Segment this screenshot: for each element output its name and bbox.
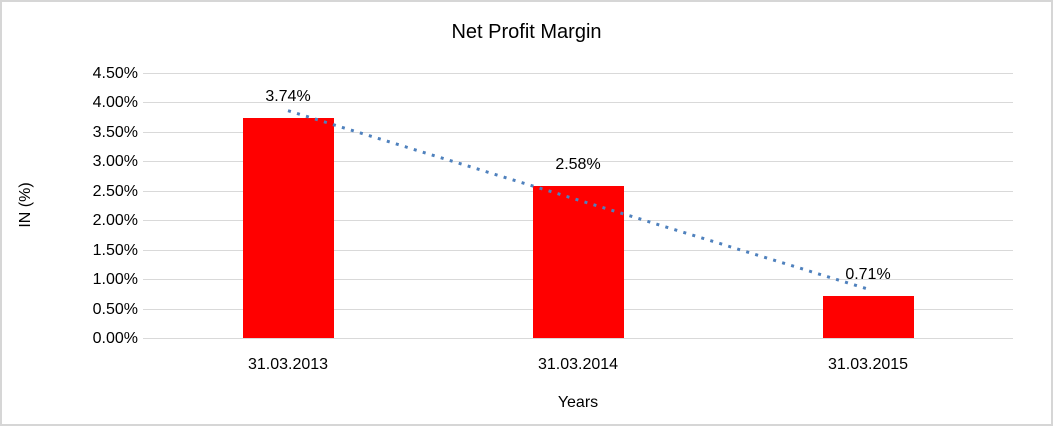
y-tick-label: 2.00% <box>92 212 138 230</box>
trendline-canvas <box>287 109 869 291</box>
gridline <box>143 73 1013 74</box>
gridline <box>143 131 1013 133</box>
y-tick-label: 0.00% <box>92 330 138 347</box>
bar-value-label: 0.71% <box>845 266 891 284</box>
x-category-label: 31.03.2015 <box>827 356 909 373</box>
bar <box>532 186 624 338</box>
gridline <box>143 161 1013 163</box>
x-axis-line <box>143 338 1013 339</box>
y-tick-label: 1.00% <box>92 271 138 289</box>
trendline <box>287 109 869 291</box>
bar <box>822 296 914 338</box>
x-axis-title: Years <box>557 394 599 411</box>
y-tick-label: 1.50% <box>92 241 138 259</box>
chart-title: Net Profit Margin <box>451 21 602 43</box>
x-category-label: 31.03.2014 <box>537 356 619 373</box>
y-tick-label: 3.50% <box>92 123 138 141</box>
y-tick-label: 2.50% <box>92 182 138 200</box>
gridline <box>143 102 1013 104</box>
y-tick-label: 4.50% <box>92 65 138 82</box>
y-axis-title-text: IN (%) <box>17 182 34 228</box>
bar <box>242 117 334 338</box>
y-tick-label: 0.50% <box>92 300 138 318</box>
bar-value-label: 3.74% <box>265 87 311 105</box>
x-category-label: 31.03.2013 <box>247 356 329 373</box>
y-tick-label: 4.00% <box>92 94 138 112</box>
bar-value-label: 2.58% <box>555 156 601 174</box>
y-tick-label: 3.00% <box>92 153 138 171</box>
